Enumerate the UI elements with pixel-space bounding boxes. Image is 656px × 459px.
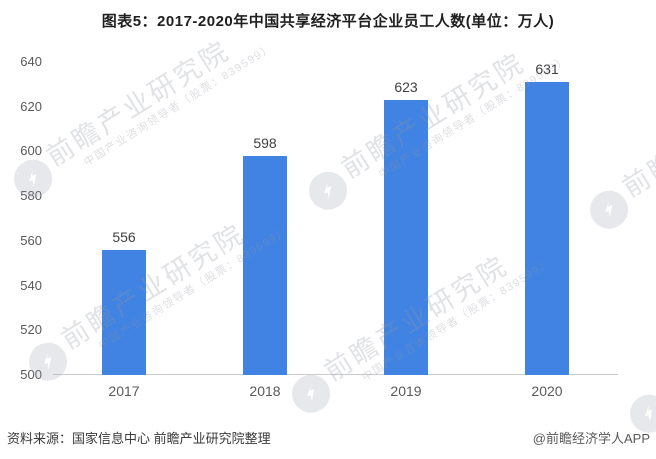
x-axis-label: 2020 [531,383,563,399]
y-axis-tick-label: 560 [20,232,42,248]
x-axis-label: 2018 [249,383,281,399]
chart-title: 图表5：2017-2020年中国共享经济平台企业员工人数(单位：万人) [101,13,555,30]
bar-2018 [243,156,287,375]
source-note: 资料来源：国家信息中心 前瞻产业研究院整理 [7,431,271,446]
x-axis-line [53,374,618,375]
watermark-text: 前瞻产业研究院中国产业咨询领导者（股票：839599） [41,16,275,183]
y-axis-tick-label: 620 [20,98,42,114]
y-axis-tick-label: 500 [20,367,42,382]
app-credit: @前瞻经济学人APP [532,431,650,446]
y-axis-tick-label: 640 [20,54,42,69]
qianzhan-logo-icon [301,164,355,217]
y-axis-tick-label: 540 [20,277,42,293]
watermark-brand: 前瞻产业研究院 [319,250,514,387]
y-axis-tick-label: 520 [20,322,42,338]
y-axis-tick-label: 600 [20,143,42,159]
x-axis-label: 2017 [108,383,140,399]
qianzhan-watermark: 前瞻产业研究院中国产业咨询领导者（股票：839599） [6,16,275,206]
bar-value-label: 556 [112,229,136,245]
bar-value-label: 631 [535,61,559,77]
x-axis-label: 2019 [390,383,422,399]
bar-2017 [102,250,146,375]
y-axis-tick-label: 580 [20,188,42,204]
bar-value-label: 623 [394,79,418,95]
qianzhan-logo-icon [582,183,636,236]
footer: 资料来源：国家信息中心 前瞻产业研究院整理 @前瞻经济学人APP [7,428,650,447]
watermark-brand: 前瞻产业研究院 [41,35,236,172]
bar-2019 [384,100,428,375]
watermark-brand: 前瞻产业研究院 [617,66,656,203]
bar-2020 [525,82,569,375]
bar-value-label: 598 [253,135,277,151]
